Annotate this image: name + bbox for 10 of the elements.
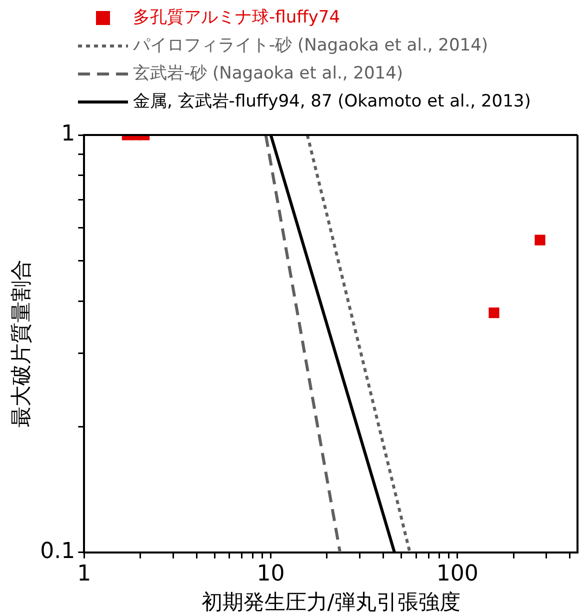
legend-label: 金属, 玄武岩-fluffy94, 87 (Okamoto et al., 2013) <box>133 91 531 112</box>
x-axis-title: 初期発生圧力/弾丸引張強度 <box>201 590 460 614</box>
x-tick-label: 100 <box>436 561 478 586</box>
legend-label: 多孔質アルミナ球-fluffy74 <box>133 7 340 28</box>
x-tick-label: 10 <box>256 561 285 586</box>
legend-label: パイロフィライト-砂 (Nagaoka et al., 2014) <box>132 35 488 56</box>
y-tick-label: 0.1 <box>40 539 76 564</box>
y-axis-title: 最大破片質量割合 <box>9 260 34 428</box>
x-tick-label: 1 <box>77 561 92 586</box>
legend-label: 玄武岩-砂 (Nagaoka et al., 2014) <box>133 63 404 84</box>
